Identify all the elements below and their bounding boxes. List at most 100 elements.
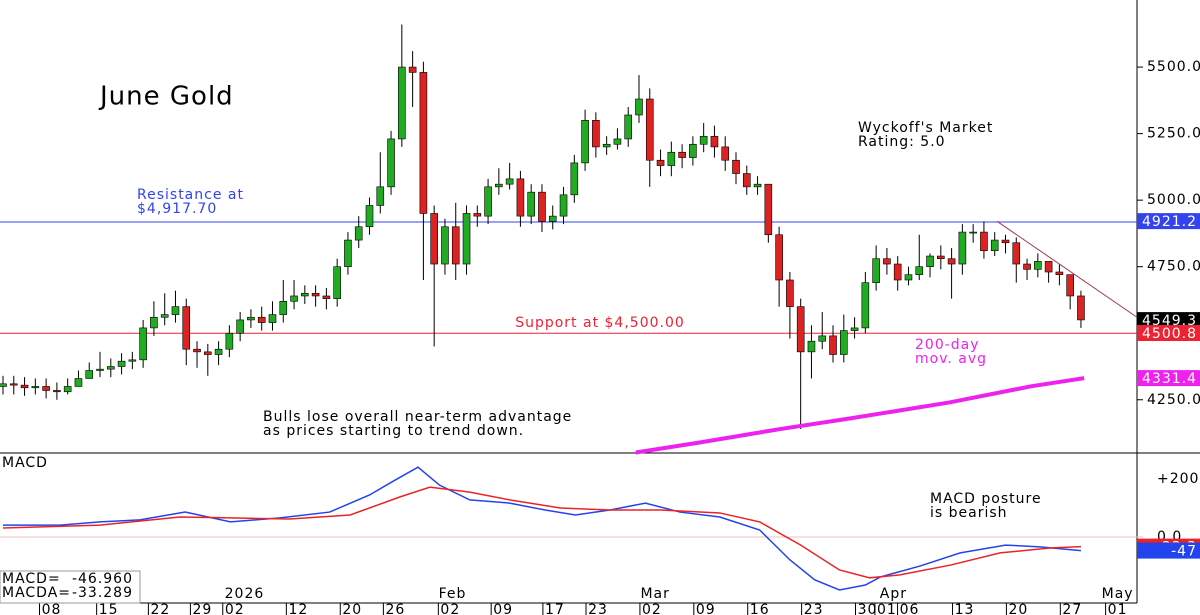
candle-body [1077, 295, 1085, 321]
x-tick-label: 29 [193, 602, 213, 615]
month-label: Mar [640, 586, 669, 602]
candle-body [31, 386, 40, 389]
candle-body [247, 316, 255, 321]
macd-tag-label: -47 [1171, 544, 1197, 560]
candle-body [344, 239, 352, 267]
candle-body [904, 274, 913, 281]
candle-body [581, 120, 589, 164]
candle-body [398, 66, 406, 140]
candle-body [150, 316, 158, 329]
candle-body [937, 255, 945, 260]
candle-body [301, 293, 309, 297]
candle-body [861, 282, 870, 329]
candle-body [171, 306, 180, 315]
candle-body [311, 293, 320, 297]
candle-body [980, 231, 988, 252]
x-tick-label: 22 [150, 602, 170, 615]
price-tag [1137, 370, 1200, 387]
candle-body [699, 135, 708, 145]
price-tag-label: 4921.2 [1142, 214, 1197, 230]
candle-body [451, 226, 460, 265]
y-tick-label: 5250.0 [1147, 126, 1200, 142]
candle-body [678, 151, 686, 158]
price-tag-label: 4331.4 [1142, 371, 1197, 387]
candle-body [193, 348, 201, 353]
candle-body [495, 183, 503, 188]
x-tick-label: 23 [804, 602, 824, 615]
candle-body [796, 306, 805, 353]
candle-body [117, 360, 126, 367]
candle-body [204, 351, 212, 355]
candle-body [527, 191, 535, 217]
candle-body [1044, 261, 1053, 273]
candle-body [1055, 271, 1064, 275]
readout-value: -33.289 [72, 585, 133, 601]
x-tick-label: 02 [642, 602, 662, 615]
candle-body [689, 143, 697, 158]
macd-line [2, 486, 1081, 579]
candle-body [365, 205, 374, 228]
candle-body [20, 384, 29, 389]
candle-body [829, 335, 837, 355]
candle-body [990, 239, 999, 252]
annotation: as prices starting to trend down. [263, 423, 524, 439]
candle-body [742, 173, 751, 188]
x-tick-label: 26 [385, 602, 405, 615]
candle-body [667, 151, 676, 166]
annotation: $4,917.70 [137, 201, 217, 217]
candle-body [85, 370, 94, 379]
candle-body [592, 120, 600, 148]
candle-body [376, 186, 385, 206]
annotation: mov. avg [915, 351, 987, 367]
x-tick-label: 09 [493, 602, 513, 615]
candle-body [387, 138, 395, 188]
x-tick-label: 08 [42, 602, 62, 615]
candle-body [775, 234, 783, 281]
candle-body [419, 72, 428, 214]
candle-body [139, 327, 147, 361]
candle-body [645, 98, 654, 161]
candle-body [214, 348, 223, 355]
x-tick-label: 01 [1108, 602, 1128, 615]
candle-body [926, 255, 934, 267]
panel-title: MACD [2, 455, 48, 471]
candle-body [872, 258, 880, 283]
candle-body [635, 98, 643, 116]
x-tick-label: 13 [955, 602, 975, 615]
candle-body [53, 390, 61, 393]
candle-body [106, 366, 115, 370]
candle-body [484, 186, 492, 217]
annotation: Rating: 5.0 [858, 134, 946, 150]
month-label: May [1102, 586, 1134, 602]
candle-body [333, 266, 341, 299]
candle-body [1034, 261, 1042, 270]
candle-body [63, 386, 72, 393]
candle-body [1023, 263, 1031, 270]
candle-body [721, 146, 730, 161]
x-tick-label: 23 [588, 602, 608, 615]
month-label: Feb [439, 586, 467, 602]
y-tick-label: 5500.0 [1147, 59, 1200, 75]
x-tick-label: 09 [696, 602, 716, 615]
x-tick-label: 17 [545, 602, 565, 615]
candle-body [505, 178, 514, 185]
annotation: Support at $4,500.00 [515, 315, 685, 331]
candle-body [602, 143, 611, 148]
candle-body [850, 327, 859, 331]
candle-body [1066, 274, 1074, 297]
x-tick-label: 01 [877, 602, 897, 615]
candle-body [656, 159, 665, 166]
candle-body [807, 340, 816, 353]
candle-body [1001, 239, 1010, 244]
candle-body [732, 159, 740, 174]
annotation: MACD posture [930, 491, 1042, 507]
candle-body [128, 359, 137, 362]
readout-value: -46.960 [72, 571, 133, 587]
price-tag [1137, 325, 1200, 342]
candle-body [290, 295, 298, 302]
candle-body [624, 114, 633, 140]
x-tick-label: 12 [288, 602, 308, 615]
candle-body [322, 295, 331, 299]
candle-body [786, 279, 794, 307]
